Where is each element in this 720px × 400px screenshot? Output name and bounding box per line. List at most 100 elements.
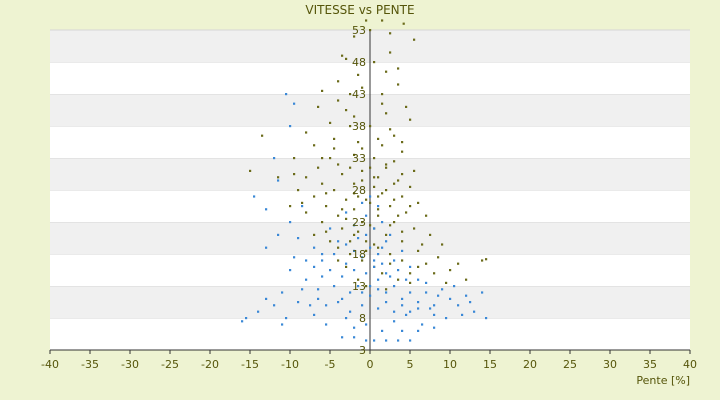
data-point xyxy=(333,189,336,192)
data-point xyxy=(417,329,420,332)
data-point xyxy=(401,150,404,153)
data-point xyxy=(397,278,400,281)
data-point xyxy=(373,185,376,188)
data-point xyxy=(337,99,340,102)
data-point xyxy=(313,246,316,249)
data-point xyxy=(377,214,380,217)
data-point xyxy=(353,249,356,252)
data-point xyxy=(393,198,396,201)
data-point xyxy=(349,310,352,313)
data-point xyxy=(329,269,332,272)
x-tick-label: -5 xyxy=(325,358,336,371)
data-point xyxy=(421,323,424,326)
y-tick-label: 3 xyxy=(359,344,366,357)
data-point xyxy=(333,137,336,140)
data-point xyxy=(433,326,436,329)
data-point xyxy=(345,243,348,246)
data-point xyxy=(349,93,352,96)
data-point xyxy=(401,259,404,262)
data-point xyxy=(341,297,344,300)
data-point xyxy=(325,205,328,208)
data-point xyxy=(369,224,372,227)
data-point xyxy=(345,211,348,214)
data-point xyxy=(373,265,376,268)
data-point xyxy=(289,125,292,128)
data-point xyxy=(385,339,388,342)
data-point xyxy=(357,237,360,240)
data-point xyxy=(265,297,268,300)
data-point xyxy=(377,246,380,249)
data-point xyxy=(317,288,320,291)
data-point xyxy=(377,278,380,281)
data-point xyxy=(437,256,440,259)
data-point xyxy=(245,317,248,320)
data-point xyxy=(385,291,388,294)
data-point xyxy=(437,294,440,297)
data-point xyxy=(409,205,412,208)
data-point xyxy=(425,262,428,265)
data-point xyxy=(421,243,424,246)
data-point xyxy=(305,176,308,179)
data-point xyxy=(409,185,412,188)
data-point xyxy=(473,310,476,313)
data-point xyxy=(433,272,436,275)
data-point xyxy=(409,310,412,313)
data-point xyxy=(385,70,388,73)
data-point xyxy=(401,329,404,332)
data-point xyxy=(313,195,316,198)
data-point xyxy=(281,323,284,326)
data-point xyxy=(325,323,328,326)
data-point xyxy=(401,297,404,300)
data-point xyxy=(341,208,344,211)
x-tick-label: 5 xyxy=(407,358,414,371)
data-point xyxy=(413,38,416,41)
data-point xyxy=(369,29,372,32)
data-point xyxy=(353,336,356,339)
data-point xyxy=(457,304,460,307)
data-point xyxy=(345,109,348,112)
data-point xyxy=(417,201,420,204)
data-point xyxy=(289,269,292,272)
data-point xyxy=(317,105,320,108)
x-tick-label: 20 xyxy=(523,358,537,371)
data-point xyxy=(353,233,356,236)
data-point xyxy=(361,201,364,204)
data-point xyxy=(377,176,380,179)
data-point xyxy=(377,137,380,140)
data-point xyxy=(409,272,412,275)
data-point xyxy=(321,221,324,224)
data-point xyxy=(397,67,400,70)
data-point xyxy=(337,80,340,83)
data-point xyxy=(341,227,344,230)
data-point xyxy=(317,297,320,300)
data-point xyxy=(301,201,304,204)
x-tick-label: -20 xyxy=(201,358,219,371)
data-point xyxy=(441,288,444,291)
data-point xyxy=(385,166,388,169)
data-point xyxy=(449,297,452,300)
y-tick-label: 23 xyxy=(352,216,366,229)
data-point xyxy=(381,329,384,332)
data-point xyxy=(429,233,432,236)
data-point xyxy=(381,93,384,96)
data-point xyxy=(397,269,400,272)
x-axis-title: Pente [%] xyxy=(636,374,690,387)
data-point xyxy=(401,141,404,144)
data-point xyxy=(325,230,328,233)
data-point xyxy=(413,227,416,230)
data-point xyxy=(377,288,380,291)
data-point xyxy=(305,131,308,134)
data-point xyxy=(365,233,368,236)
data-point xyxy=(389,262,392,265)
data-point xyxy=(289,205,292,208)
data-point xyxy=(321,275,324,278)
data-point xyxy=(369,195,372,198)
data-point xyxy=(401,240,404,243)
data-point xyxy=(381,262,384,265)
data-point xyxy=(393,134,396,137)
data-point xyxy=(405,211,408,214)
data-point xyxy=(453,285,456,288)
data-point xyxy=(401,173,404,176)
data-point xyxy=(241,320,244,323)
data-point xyxy=(417,301,420,304)
